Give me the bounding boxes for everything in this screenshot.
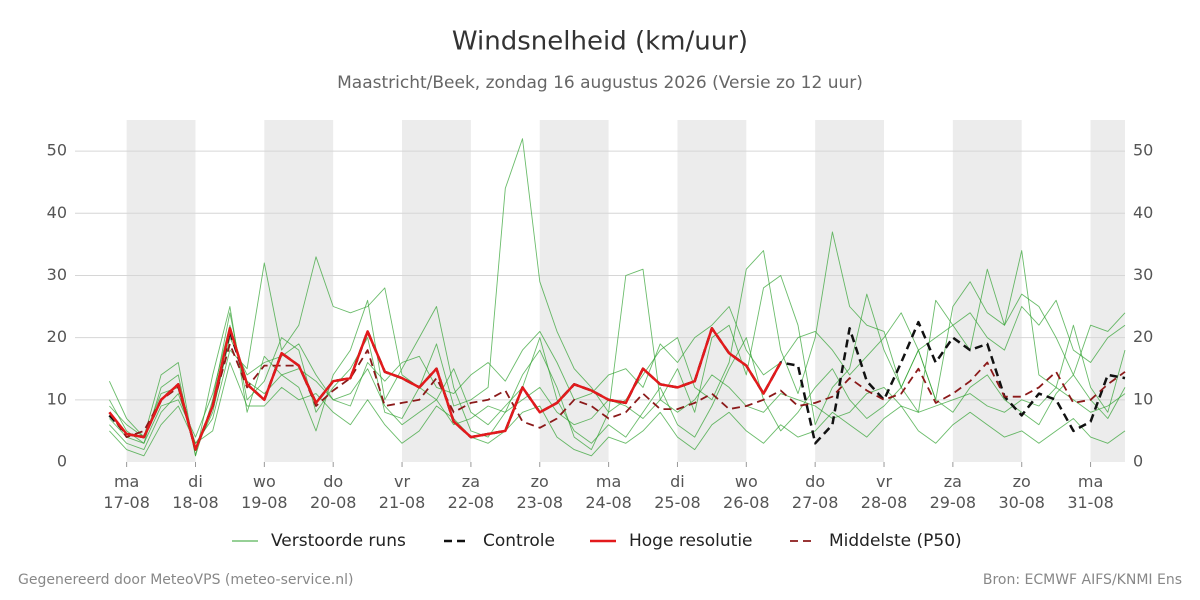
legend-label: Middelste (P50) bbox=[829, 531, 962, 551]
y-tick-label-right: 10 bbox=[1133, 389, 1153, 408]
x-tick-label: ma 17-08 bbox=[103, 472, 150, 512]
legend-label: Controle bbox=[483, 531, 555, 551]
ensemble-line bbox=[109, 362, 1126, 457]
ensemble-line bbox=[109, 138, 1126, 457]
x-tick-label: do 27-08 bbox=[792, 472, 839, 512]
ensemble-line bbox=[109, 299, 1126, 451]
day-band bbox=[677, 120, 747, 462]
y-tick-label: 0 bbox=[57, 452, 67, 471]
x-tick-label: di 18-08 bbox=[172, 472, 219, 512]
x-tick-label: do 20-08 bbox=[310, 472, 357, 512]
x-tick-label: ma 24-08 bbox=[585, 472, 632, 512]
x-tick-label: za 22-08 bbox=[448, 472, 495, 512]
y-tick-label-right: 40 bbox=[1133, 203, 1153, 222]
series-line bbox=[108, 327, 782, 451]
ensemble-line bbox=[109, 256, 1126, 451]
x-tick-label: vr 28-08 bbox=[861, 472, 908, 512]
x-tick-label: zo 23-08 bbox=[517, 472, 564, 512]
legend-label: Verstoorde runs bbox=[271, 531, 406, 551]
day-band bbox=[952, 120, 1022, 462]
day-band bbox=[264, 120, 334, 462]
y-tick-label: 20 bbox=[47, 327, 67, 346]
y-tick-label: 30 bbox=[47, 265, 67, 284]
legend-label: Hoge resolutie bbox=[629, 531, 753, 551]
x-tick-label: vr 21-08 bbox=[379, 472, 426, 512]
y-tick-label: 50 bbox=[47, 141, 67, 160]
y-tick-label-right: 50 bbox=[1133, 141, 1153, 160]
y-tick-label: 10 bbox=[47, 389, 67, 408]
y-tick-label-right: 0 bbox=[1133, 452, 1143, 471]
day-band bbox=[815, 120, 885, 462]
footer-right: Bron: ECMWF AIFS/KNMI Ens bbox=[983, 572, 1182, 588]
footer-left: Gegenereerd door MeteoVPS (meteo-service… bbox=[18, 572, 353, 588]
y-tick-label-right: 20 bbox=[1133, 327, 1153, 346]
day-band bbox=[402, 120, 471, 462]
x-tick-label: za 29-08 bbox=[930, 472, 977, 512]
x-tick-label: ma 31-08 bbox=[1067, 472, 1114, 512]
y-tick-label: 40 bbox=[47, 203, 67, 222]
x-tick-label: wo 19-08 bbox=[241, 472, 288, 512]
chart-title: Windsnelheid (km/uur) bbox=[452, 27, 748, 57]
ensemble-line bbox=[109, 324, 1126, 444]
x-tick-label: wo 26-08 bbox=[723, 472, 770, 512]
x-tick-label: zo 30-08 bbox=[998, 472, 1045, 512]
ensemble-line bbox=[108, 250, 1126, 457]
x-tick-label: di 25-08 bbox=[654, 472, 701, 512]
chart-subtitle: Maastricht/Beek, zondag 16 augustus 2026… bbox=[337, 73, 863, 93]
series-line bbox=[108, 343, 1126, 451]
y-tick-label-right: 30 bbox=[1133, 265, 1153, 284]
